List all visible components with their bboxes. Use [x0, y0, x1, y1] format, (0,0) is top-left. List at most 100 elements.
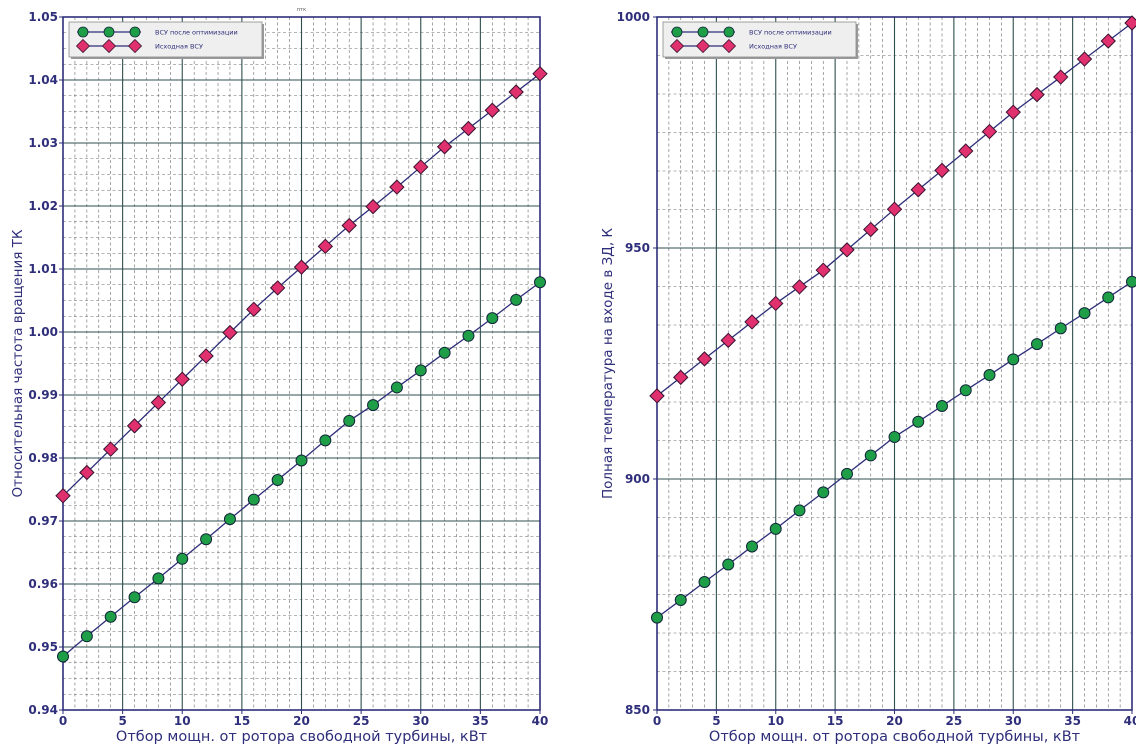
data-point: [317, 238, 334, 255]
data-point: [460, 120, 477, 137]
data-point: [1100, 33, 1116, 49]
data-point: [222, 324, 238, 341]
legend-box: [68, 21, 263, 58]
data-point: [462, 329, 475, 342]
legend-marker: [695, 38, 711, 54]
x-tick-label: 20: [293, 714, 310, 728]
x-tick-label: 30: [1005, 714, 1022, 728]
x-tick-label: 10: [174, 714, 191, 728]
series-2: [649, 15, 1136, 404]
data-point: [839, 242, 855, 258]
data-point: [295, 454, 308, 467]
x-tick-label: 30: [412, 714, 429, 728]
data-point: [815, 262, 831, 278]
legend-marker: [697, 26, 709, 38]
data-point: [126, 418, 143, 434]
data-point: [959, 384, 972, 397]
x-tick-label: 40: [532, 714, 549, 728]
legend-marker: [723, 26, 735, 38]
data-point: [958, 143, 974, 159]
data-point: [223, 513, 236, 526]
data-point: [438, 346, 451, 359]
data-point: [293, 259, 310, 275]
data-point: [649, 388, 665, 404]
data-point: [532, 65, 548, 82]
y-tick-label: 1.01: [28, 262, 58, 276]
data-point: [981, 123, 998, 140]
data-point: [534, 276, 546, 289]
data-point: [367, 399, 380, 412]
x-tick-label: 5: [712, 714, 720, 728]
series-2: [55, 65, 548, 504]
data-point: [246, 301, 262, 318]
data-point: [413, 159, 429, 175]
chart-title: птк: [297, 7, 306, 13]
data-point: [486, 312, 499, 325]
data-point: [1102, 291, 1115, 304]
data-point: [390, 381, 403, 394]
series-1: [651, 275, 1136, 624]
data-point: [817, 486, 830, 499]
data-point: [508, 84, 524, 100]
data-point: [200, 533, 213, 546]
data-point: [864, 449, 877, 462]
x-tick-label: 25: [353, 714, 370, 728]
data-point: [1005, 104, 1021, 120]
y-axis-label: Полная температура на входе в ЗД, К: [600, 228, 616, 499]
legend-marker: [127, 38, 143, 54]
data-point: [484, 102, 501, 118]
data-point: [863, 221, 879, 238]
legend-label: Исходная ВСУ: [749, 43, 797, 51]
y-tick-label: 1.03: [28, 136, 58, 150]
data-point: [319, 434, 332, 447]
x-tick-label: 15: [827, 714, 844, 728]
data-point: [768, 295, 784, 312]
data-point: [1031, 338, 1043, 351]
data-point: [247, 493, 260, 506]
legend-marker: [101, 38, 117, 54]
legend-marker: [721, 38, 737, 54]
y-tick-label: 1.05: [28, 10, 58, 24]
x-tick-label: 15: [234, 714, 251, 728]
legend-marker: [75, 38, 91, 54]
legend-marker: [671, 26, 683, 38]
data-point: [722, 558, 735, 571]
data-point: [698, 576, 711, 589]
x-tick-label: 20: [886, 714, 903, 728]
data-point: [673, 369, 689, 386]
y-tick-label: 950: [625, 241, 650, 255]
data-point: [651, 611, 663, 624]
x-tick-label: 25: [946, 714, 963, 728]
data-point: [791, 279, 808, 295]
data-point: [150, 394, 167, 411]
x-tick-label: 35: [1064, 714, 1081, 728]
y-tick-label: 0.94: [28, 703, 58, 717]
legend-box: [662, 21, 857, 58]
legend-label: ВСУ после оптимизации: [749, 29, 832, 37]
grid: [657, 17, 1132, 710]
data-point: [1126, 275, 1136, 288]
legend-marker: [129, 26, 141, 38]
data-point: [365, 198, 381, 215]
data-point: [888, 430, 901, 443]
x-tick-label: 0: [653, 714, 661, 728]
data-point: [983, 369, 996, 382]
data-point: [57, 650, 69, 663]
y-tick-label: 1000: [617, 10, 650, 24]
data-point: [769, 522, 782, 535]
data-point: [510, 293, 523, 306]
y-tick-label: 900: [625, 472, 650, 486]
data-point: [912, 415, 925, 428]
y-tick-label: 1.04: [28, 73, 58, 87]
data-point: [102, 441, 119, 457]
data-point: [80, 630, 93, 643]
y-tick-label: 0.99: [28, 388, 58, 402]
data-point: [746, 540, 758, 553]
data-point: [414, 364, 427, 377]
legend: ВСУ после оптимизации Исходная ВСУ: [662, 21, 858, 59]
x-tick-label: 5: [118, 714, 126, 728]
x-tick-label: 10: [767, 714, 784, 728]
x-tick-label: 40: [1124, 714, 1136, 728]
data-point: [1029, 86, 1045, 103]
